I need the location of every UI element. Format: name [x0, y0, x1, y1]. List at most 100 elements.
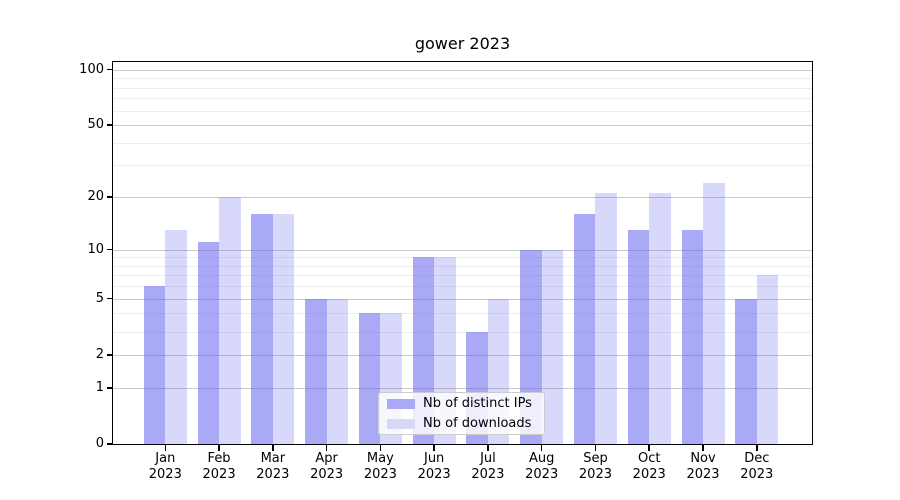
x-tick-mark — [756, 445, 758, 451]
x-tick-label: Dec 2023 — [725, 451, 789, 483]
x-tick-month: May — [366, 451, 394, 466]
y-tick-mark — [107, 248, 113, 251]
y-tick-mark — [107, 124, 113, 126]
gridline-minor — [113, 78, 812, 80]
y-tick-label: 5 — [95, 290, 104, 306]
y-tick-mark — [107, 443, 113, 445]
x-tick-year: 2023 — [148, 467, 182, 482]
x-tick-year: 2023 — [256, 467, 290, 482]
x-tick-month: Apr — [315, 451, 338, 466]
x-tick-label: Apr 2023 — [295, 451, 359, 483]
x-tick-mark — [325, 445, 328, 451]
x-tick-mark — [594, 445, 597, 451]
y-tick-mark — [107, 387, 113, 389]
x-tick-label: Jan 2023 — [133, 451, 197, 483]
bar-downloads — [272, 214, 295, 444]
bar-distinct-ips — [681, 229, 703, 444]
x-tick-year: 2023 — [363, 467, 397, 482]
x-tick-label: Jul 2023 — [456, 451, 520, 483]
x-tick-mark — [540, 445, 543, 451]
gridline-minor — [113, 142, 812, 144]
x-tick-year: 2023 — [686, 467, 720, 482]
gridline-major — [113, 298, 812, 300]
y-tick-label: 0 — [95, 436, 104, 451]
gridline-minor — [113, 98, 812, 100]
x-tick-mark — [433, 445, 435, 451]
bar-distinct-ips — [251, 214, 273, 444]
x-tick-month: Oct — [637, 451, 661, 466]
bar-distinct-ips — [358, 313, 381, 444]
x-tick-label: Sep 2023 — [563, 451, 627, 483]
bar-distinct-ips — [143, 286, 166, 444]
x-tick-month: Sep — [583, 451, 608, 466]
gridline-minor — [113, 313, 812, 315]
y-tick-mark — [107, 68, 113, 71]
gridline-major — [113, 197, 812, 199]
bar-distinct-ips — [627, 229, 650, 444]
x-tick-year: 2023 — [417, 467, 451, 482]
y-tick-mark — [107, 354, 113, 356]
bar-distinct-ips — [573, 214, 596, 444]
x-tick-month: Jul — [480, 451, 496, 466]
x-tick-month: Feb — [207, 451, 231, 466]
x-tick-year: 2023 — [740, 467, 774, 482]
x-tick-mark — [218, 445, 220, 451]
y-tick-label: 100 — [79, 61, 104, 77]
x-tick-label: Feb 2023 — [187, 451, 251, 483]
legend-item-distinct-ips: Nb of distinct IPs — [387, 396, 544, 411]
y-tick-label: 50 — [87, 117, 104, 133]
legend-swatch-dark — [387, 398, 415, 409]
legend-item-downloads: Nb of downloads — [387, 416, 544, 431]
x-tick-month: Jun — [423, 451, 445, 466]
x-tick-year: 2023 — [471, 467, 505, 482]
x-tick-month: Nov — [690, 451, 716, 466]
x-tick-mark — [702, 445, 704, 451]
bar-distinct-ips — [735, 298, 757, 444]
legend-label: Nb of distinct IPs — [423, 396, 532, 411]
bar-downloads — [219, 197, 241, 444]
bar-downloads — [541, 249, 564, 444]
x-tick-label: Aug 2023 — [510, 451, 574, 483]
y-tick-label: 10 — [87, 241, 104, 257]
y-tick-label: 20 — [87, 189, 104, 205]
gridline-minor — [113, 110, 812, 112]
x-tick-mark — [272, 445, 274, 451]
y-tick-label: 1 — [95, 379, 104, 395]
gridline-major — [113, 249, 812, 251]
x-tick-label: Jun 2023 — [402, 451, 466, 483]
x-tick-month: Dec — [744, 451, 770, 466]
bar-downloads — [326, 298, 349, 444]
gridline-major — [113, 69, 812, 71]
plot-area — [113, 62, 812, 444]
bar-downloads — [703, 182, 725, 444]
y-tick-mark — [107, 196, 113, 198]
x-tick-label: Oct 2023 — [617, 451, 681, 483]
bar-distinct-ips — [305, 298, 327, 444]
x-tick-year: 2023 — [525, 467, 559, 482]
gridline-minor — [113, 275, 812, 277]
x-tick-month: Aug — [528, 451, 555, 466]
chart-title: gower 2023 — [414, 34, 511, 53]
legend: Nb of distinct IPs Nb of downloads — [378, 392, 545, 435]
bar-downloads — [595, 193, 617, 444]
bar-downloads — [649, 193, 671, 444]
gridline-major — [113, 125, 812, 127]
gridline-minor — [113, 265, 812, 267]
gridline-minor — [113, 257, 812, 259]
bar-downloads — [165, 229, 187, 444]
gridline-minor — [113, 331, 812, 333]
gridline-major — [113, 354, 812, 357]
y-tick-mark — [107, 297, 113, 300]
x-tick-mark — [648, 445, 650, 451]
x-tick-label: Nov 2023 — [671, 451, 735, 483]
legend-label: Nb of downloads — [423, 416, 532, 431]
x-tick-month: Jan — [155, 451, 176, 466]
gridline-minor — [113, 165, 812, 167]
bar-distinct-ips — [197, 242, 220, 444]
gridline-minor — [113, 286, 812, 288]
x-tick-year: 2023 — [202, 467, 236, 482]
x-tick-mark — [487, 445, 489, 451]
x-tick-year: 2023 — [310, 467, 344, 482]
gridline-minor — [113, 87, 812, 89]
